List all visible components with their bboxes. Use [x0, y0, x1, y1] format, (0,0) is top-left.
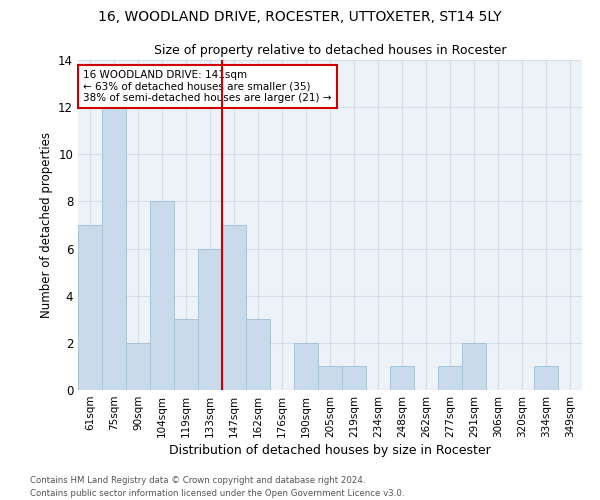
Bar	[294, 343, 318, 390]
Bar	[126, 343, 150, 390]
X-axis label: Distribution of detached houses by size in Rocester: Distribution of detached houses by size …	[169, 444, 491, 457]
Text: 16 WOODLAND DRIVE: 141sqm
← 63% of detached houses are smaller (35)
38% of semi-: 16 WOODLAND DRIVE: 141sqm ← 63% of detac…	[83, 70, 332, 103]
Bar	[78, 225, 102, 390]
Bar	[462, 343, 486, 390]
Bar	[222, 225, 246, 390]
Bar	[534, 366, 558, 390]
Bar	[102, 107, 126, 390]
Bar	[342, 366, 366, 390]
Bar	[246, 320, 270, 390]
Bar	[318, 366, 342, 390]
Bar	[150, 202, 174, 390]
Text: Contains HM Land Registry data © Crown copyright and database right 2024.
Contai: Contains HM Land Registry data © Crown c…	[30, 476, 404, 498]
Text: 16, WOODLAND DRIVE, ROCESTER, UTTOXETER, ST14 5LY: 16, WOODLAND DRIVE, ROCESTER, UTTOXETER,…	[98, 10, 502, 24]
Y-axis label: Number of detached properties: Number of detached properties	[40, 132, 53, 318]
Bar	[198, 248, 222, 390]
Bar	[174, 320, 198, 390]
Bar	[438, 366, 462, 390]
Title: Size of property relative to detached houses in Rocester: Size of property relative to detached ho…	[154, 44, 506, 58]
Bar	[390, 366, 414, 390]
